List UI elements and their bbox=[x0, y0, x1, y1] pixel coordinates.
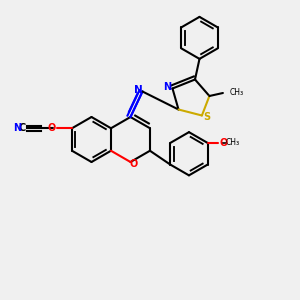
Text: O: O bbox=[220, 138, 228, 148]
Text: CH₃: CH₃ bbox=[226, 139, 240, 148]
Text: C: C bbox=[18, 123, 26, 133]
Text: S: S bbox=[204, 112, 211, 122]
Text: N: N bbox=[13, 123, 21, 133]
Text: O: O bbox=[47, 123, 56, 133]
Text: N: N bbox=[134, 85, 142, 95]
Text: O: O bbox=[129, 159, 138, 170]
Text: N: N bbox=[163, 82, 171, 92]
Text: CH₃: CH₃ bbox=[230, 88, 244, 98]
